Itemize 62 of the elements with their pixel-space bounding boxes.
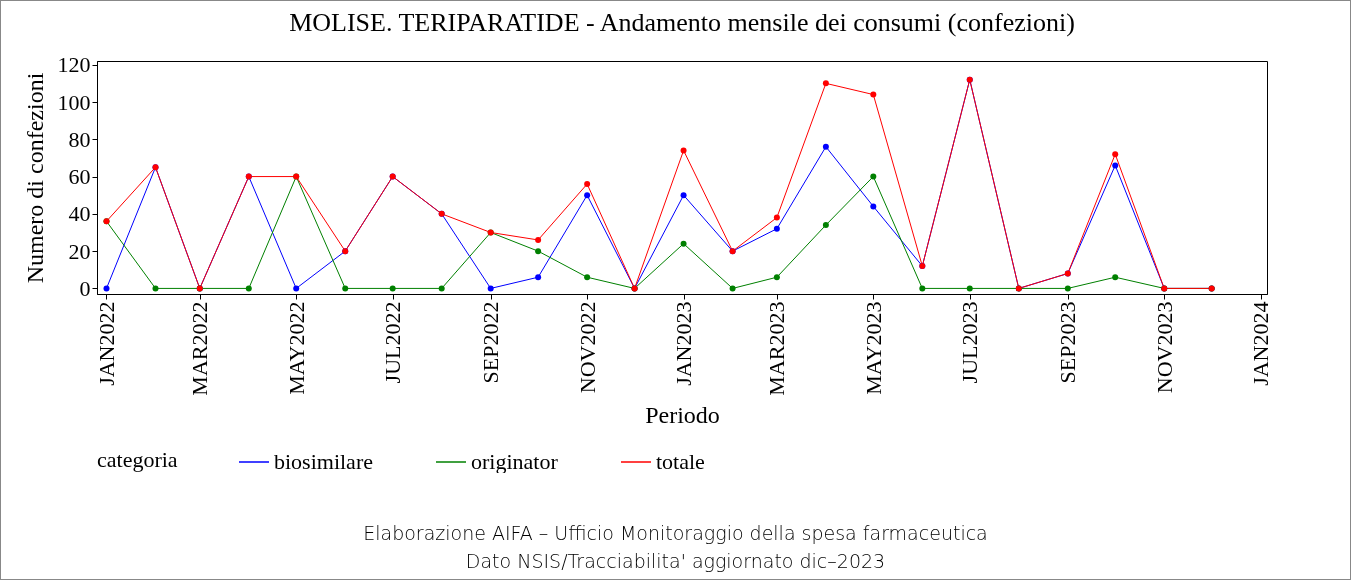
y-axis-title: Numero di confezioni bbox=[21, 72, 48, 284]
x-tick-label: SEP2023 bbox=[1055, 301, 1081, 384]
point bbox=[773, 214, 780, 221]
point bbox=[729, 285, 736, 292]
point bbox=[535, 248, 542, 255]
text: Dato NSIS/Tracciabilita' aggiornato dic–2023 bbox=[464, 549, 887, 574]
point bbox=[584, 181, 591, 188]
y-tick-label: 60 bbox=[68, 164, 91, 190]
x-tick-label: NOV2022 bbox=[574, 301, 600, 394]
x-tick-label: JUL2022 bbox=[380, 301, 406, 384]
point bbox=[1112, 162, 1119, 169]
x-tick-label: SEP2022 bbox=[478, 301, 504, 384]
x-tick-label: MAR2022 bbox=[187, 301, 213, 396]
point bbox=[584, 274, 591, 281]
point bbox=[773, 225, 780, 232]
point bbox=[389, 285, 396, 292]
legend-label: originator bbox=[471, 449, 559, 474]
point bbox=[342, 285, 349, 292]
point bbox=[680, 147, 687, 154]
legend-label: totale bbox=[656, 449, 705, 474]
point bbox=[773, 274, 780, 281]
point bbox=[822, 80, 829, 87]
point bbox=[245, 285, 252, 292]
point bbox=[535, 274, 542, 281]
y-tick-label: 40 bbox=[68, 201, 91, 227]
x-tick-label: NOV2023 bbox=[1151, 301, 1177, 394]
point bbox=[1064, 285, 1071, 292]
point bbox=[870, 173, 877, 180]
x-tick-label: MAY2023 bbox=[860, 301, 886, 395]
point bbox=[535, 236, 542, 243]
point bbox=[870, 91, 877, 98]
point bbox=[438, 285, 445, 292]
point bbox=[584, 192, 591, 199]
x-tick-label: JUL2023 bbox=[957, 301, 983, 384]
point bbox=[293, 285, 300, 292]
point bbox=[152, 285, 159, 292]
point bbox=[680, 192, 687, 199]
chart-title: MOLISE. TERIPARATIDE - Andamento mensile dei consumi (confezioni) bbox=[289, 7, 1075, 37]
point bbox=[487, 285, 494, 292]
x-tick-label: JAN2022 bbox=[93, 301, 119, 386]
x-tick-label: JAN2024 bbox=[1248, 301, 1274, 386]
x-tick-label: JAN2023 bbox=[671, 301, 697, 386]
legend-label: biosimilare bbox=[274, 449, 373, 474]
point bbox=[822, 143, 829, 150]
point bbox=[822, 222, 829, 229]
x-axis-title: Periodo bbox=[645, 401, 720, 428]
point bbox=[680, 240, 687, 247]
point bbox=[1112, 274, 1119, 281]
point bbox=[870, 203, 877, 210]
y-tick-label: 120 bbox=[57, 52, 91, 78]
point bbox=[919, 285, 926, 292]
point bbox=[966, 285, 973, 292]
y-tick-label: 0 bbox=[79, 275, 91, 301]
x-tick-label: MAR2023 bbox=[764, 301, 790, 396]
point bbox=[103, 285, 110, 292]
x-tick-label: MAY2022 bbox=[283, 301, 309, 395]
point bbox=[1112, 151, 1119, 158]
legend-title: categoria bbox=[97, 447, 178, 472]
text: Elaborazione AIFA – Ufficio Monitoraggio della spesa farmaceutica bbox=[362, 521, 989, 546]
y-tick-label: 100 bbox=[57, 89, 91, 115]
y-tick-label: 20 bbox=[68, 238, 91, 264]
y-tick-label: 80 bbox=[68, 126, 91, 152]
